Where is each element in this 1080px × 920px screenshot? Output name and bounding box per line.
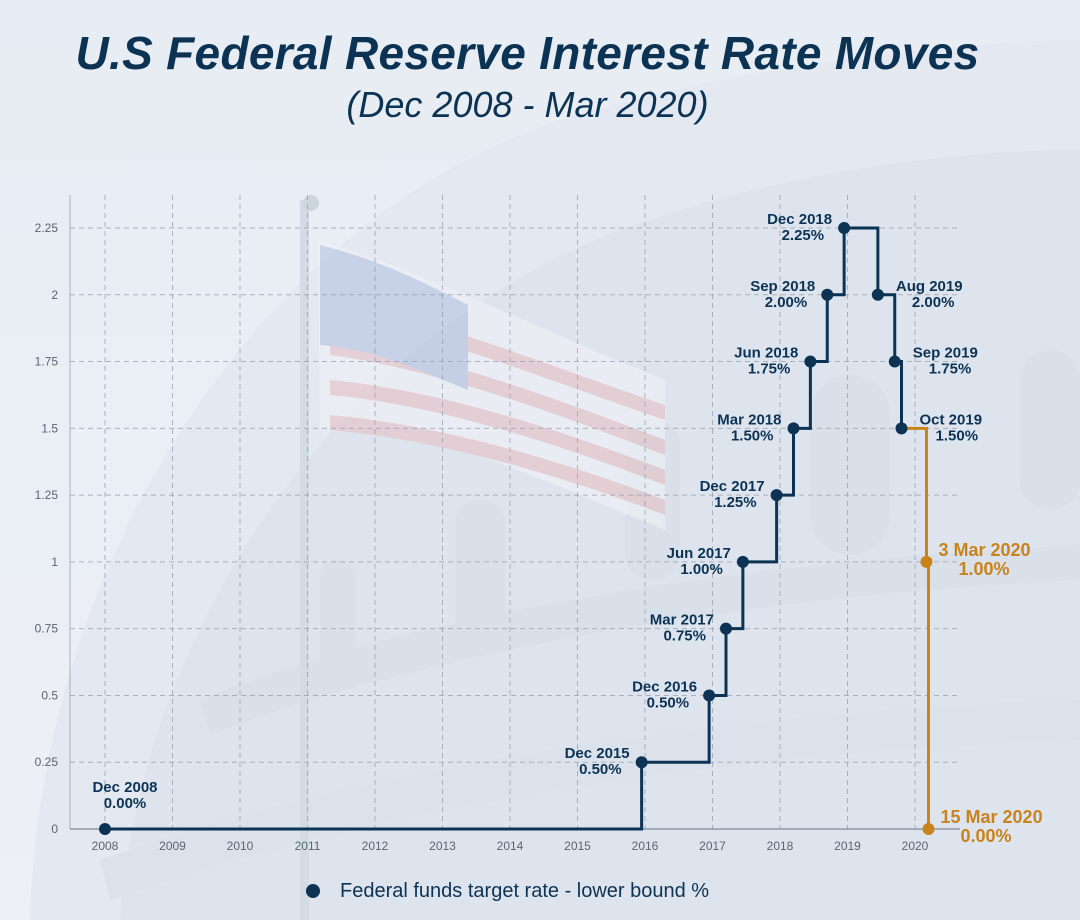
y-tick-label: 1 [51,555,58,569]
data-point [770,489,783,502]
point-value-label: 1.75% [748,361,791,378]
point-date-label: Sep 2018 [750,278,815,295]
x-tick-label: 2011 [295,839,321,853]
series-points [99,222,935,835]
page-title: U.S Federal Reserve Interest Rate Moves [75,27,980,79]
point-value-label: 0.00% [104,795,147,812]
point-date-label: 15 Mar 2020 [941,807,1043,827]
y-tick-label: 0.5 [41,688,58,702]
x-tick-label: 2014 [497,839,524,853]
point-date-label: Sep 2019 [913,345,978,362]
point-date-label: Dec 2015 [565,745,630,762]
point-date-label: Mar 2018 [717,411,781,428]
x-axis: 2008 2009 2010 2011 2012 2013 2014 2015 2016 2017… [92,839,929,853]
point-date-label: Dec 2017 [700,478,765,495]
series-lines [105,226,930,831]
data-point [787,422,800,435]
point-value-label: 1.25% [714,494,757,511]
legend-marker-icon [306,884,320,898]
y-tick-label: 0.75 [35,622,59,636]
y-tick-label: 1.75 [35,355,59,369]
point-date-label: 3 Mar 2020 [938,540,1030,560]
data-point [821,288,834,301]
chart-grid [69,195,960,830]
y-tick-label: 2 [51,288,58,302]
x-tick-label: 2015 [564,839,591,853]
y-tick-label: 0.25 [35,755,59,769]
series-line-fed-funds [105,226,903,831]
point-value-label: 1.00% [680,561,723,578]
point-value-label: 2.00% [912,294,955,311]
x-tick-label: 2010 [227,839,254,853]
point-date-label: Jun 2017 [667,545,731,562]
point-date-label: Dec 2018 [767,211,832,228]
point-value-label: 1.50% [731,427,774,444]
point-value-label: 1.75% [929,361,972,378]
point-value-label: 1.50% [936,427,979,444]
point-date-label: Mar 2017 [650,612,714,629]
point-value-label: 2.25% [782,227,825,244]
x-tick-label: 2017 [699,839,726,853]
point-value-label: 2.00% [765,294,808,311]
point-date-label: Jun 2018 [734,345,798,362]
point-date-label: Oct 2019 [920,411,983,428]
point-value-label: 0.50% [579,761,622,778]
point-date-label: Aug 2019 [896,278,963,295]
point-value-label: 0.50% [647,694,690,711]
legend-label: Federal funds target rate - lower bound … [340,879,710,902]
data-point [736,555,749,568]
data-point [888,355,901,368]
data-point [703,689,716,702]
x-tick-label: 2013 [429,839,456,853]
point-value-label: 0.75% [663,628,706,645]
data-point [804,355,817,368]
data-point [895,422,908,435]
point-value-label: 1.00% [958,559,1009,579]
x-tick-label: 2008 [92,839,119,853]
legend: Federal funds target rate - lower bound … [306,876,709,906]
point-date-label: Dec 2008 [92,779,157,796]
y-tick-label: 0 [51,822,58,836]
data-point [838,222,851,234]
data-point [99,823,111,835]
x-tick-label: 2012 [362,839,389,853]
y-tick-label: 1.5 [41,421,58,435]
x-tick-label: 2009 [159,839,186,853]
y-tick-label: 2.25 [35,221,59,235]
page-subtitle: (Dec 2008 - Mar 2020) [346,84,709,125]
data-point [922,823,935,835]
x-tick-label: 2016 [632,839,659,853]
point-date-label: Dec 2016 [632,678,697,695]
y-axis: 0 0.25 0.5 0.75 1 1.25 1.5 1.75 2 2.25 [35,221,59,836]
x-tick-label: 2019 [834,839,861,853]
data-point [720,622,732,635]
x-tick-label: 2020 [902,839,929,853]
data-point [920,555,933,568]
data-point [871,288,884,301]
data-point [635,756,648,769]
point-value-label: 0.00% [961,826,1012,846]
x-tick-label: 2018 [767,839,794,853]
y-tick-label: 1.25 [35,488,59,502]
